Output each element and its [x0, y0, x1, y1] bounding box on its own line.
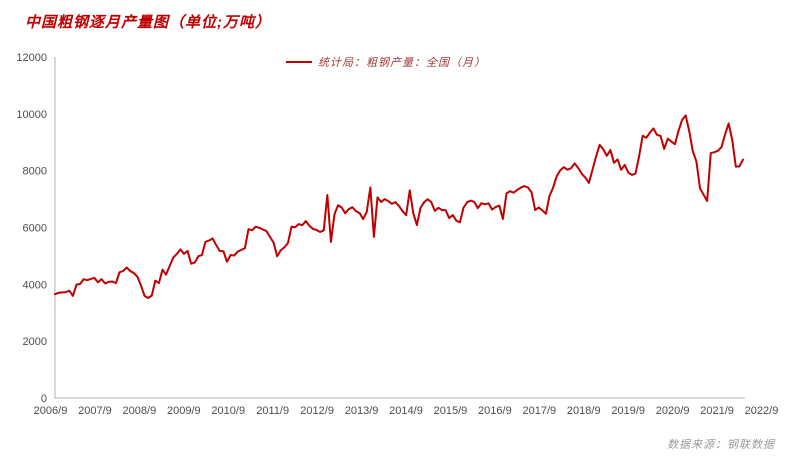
x-axis-label: 2007/9 [78, 405, 112, 417]
y-axis-label: 0 [41, 393, 47, 405]
x-axis-label: 2011/9 [256, 405, 289, 417]
chart-title: 中国粗钢逐月产量图（单位;万吨） [25, 14, 271, 31]
x-axis-label: 2019/9 [611, 405, 645, 417]
data-source-note: 数据来源：钢联数据 [667, 439, 775, 451]
x-axis-label: 2016/9 [478, 405, 512, 417]
x-axis-label: 2018/9 [567, 405, 601, 417]
legend-label: 统计局：粗钢产量：全国（月） [318, 57, 486, 69]
y-axis-label: 6000 [23, 223, 47, 235]
legend[interactable]: 统计局：粗钢产量：全国（月） [286, 55, 486, 69]
x-axis-label: 2006/9 [34, 405, 68, 417]
y-axis-label: 2000 [23, 336, 47, 348]
x-axis-label: 2012/9 [300, 405, 334, 417]
x-axis-label: 2009/9 [167, 405, 201, 417]
y-axis-label: 4000 [23, 279, 47, 291]
x-axis-label: 2015/9 [434, 405, 468, 417]
production-line-series [54, 114, 744, 299]
x-axis-label: 2008/9 [123, 405, 157, 417]
axis-lines [54, 57, 745, 399]
x-axis-label: 2021/9 [700, 405, 734, 417]
y-axis-label: 8000 [23, 166, 47, 178]
x-axis-label: 2014/9 [389, 405, 423, 417]
x-axis-label: 2010/9 [211, 405, 245, 417]
x-axis-label: 2020/9 [656, 405, 690, 417]
y-axis-label: 10000 [16, 109, 47, 121]
x-axis-label: 2017/9 [522, 405, 556, 417]
legend-line-swatch [286, 61, 312, 63]
y-axis-label: 12000 [16, 52, 47, 64]
x-axis-label: 2013/9 [345, 405, 379, 417]
x-axis-label: 2022/9 [745, 405, 779, 417]
